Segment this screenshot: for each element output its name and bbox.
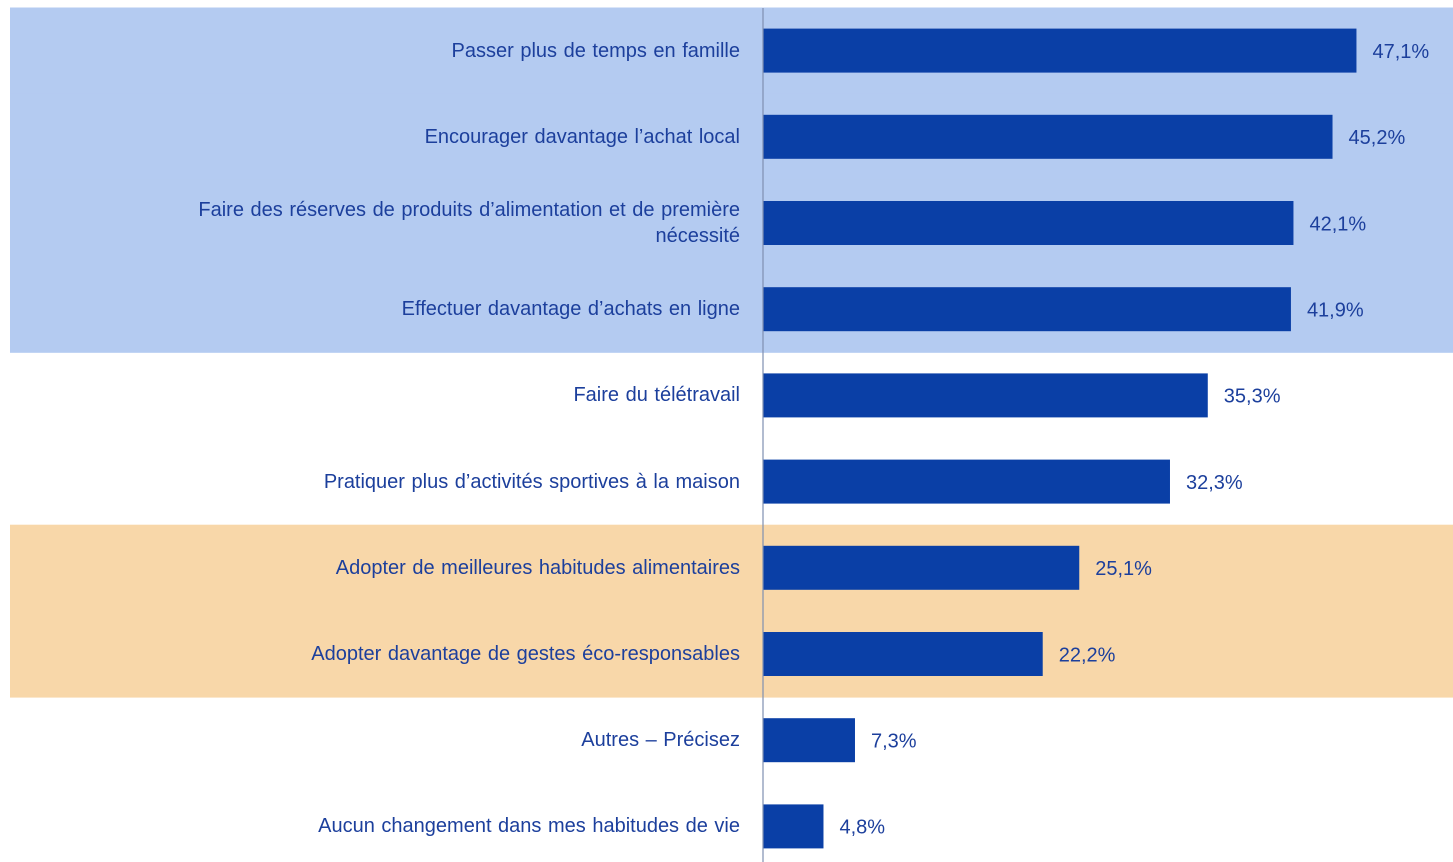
category-label: Aucun changement dans mes habitudes de v… [318,815,740,838]
bar [763,201,1294,245]
value-label: 25,1% [1095,558,1152,580]
value-label: 42,1% [1309,213,1366,235]
category-label: Effectuer davantage d’achats en ligne [401,298,740,321]
value-label: 41,9% [1307,299,1364,321]
category-label: Adopter davantage de gestes éco-responsa… [311,643,740,665]
category-label: Pratiquer plus d’activités sportives à l… [323,470,740,493]
category-label: Adopter de meilleures habitudes alimenta… [335,556,740,579]
value-label: 47,1% [1372,41,1429,63]
bar [763,287,1291,332]
value-label: 7,3% [871,730,917,752]
row-highlight [10,610,1453,698]
bar [763,28,1357,73]
value-label: 22,2% [1059,644,1116,666]
category-label: Passer plus de temps en famille [451,39,740,62]
value-label: 32,3% [1186,472,1243,494]
category-label: Faire des réserves de produits d’aliment… [198,199,740,247]
category-label: Autres – Précisez [581,729,740,752]
bar [763,373,1208,418]
bar [763,114,1333,159]
bar [763,459,1170,504]
bar [763,545,1080,590]
bar [763,718,855,763]
row-highlight [10,524,1453,612]
value-label: 35,3% [1224,386,1281,408]
value-label: 4,8% [839,817,885,839]
category-label: Faire du télétravail [573,384,740,407]
bar [763,632,1043,676]
value-label: 45,2% [1349,127,1406,149]
category-label: Encourager davantage l’achat local [424,125,740,148]
bar [763,804,824,849]
